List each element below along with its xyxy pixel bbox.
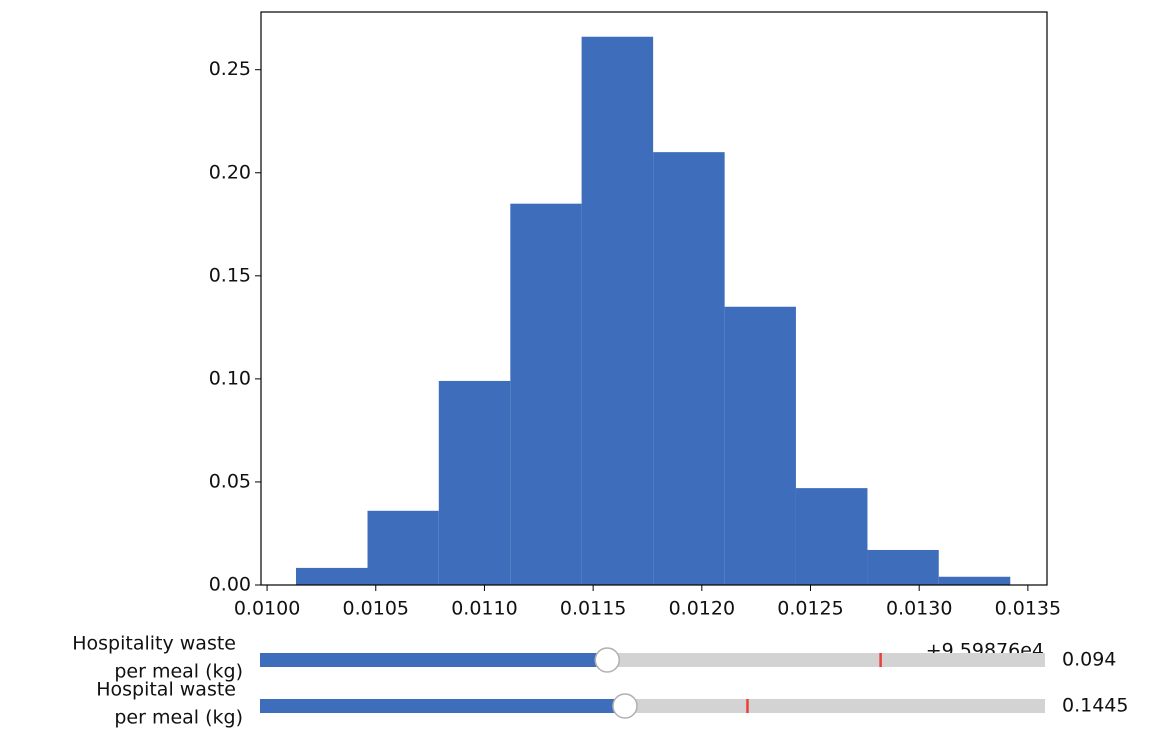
bar bbox=[510, 203, 582, 585]
bar bbox=[938, 576, 1011, 585]
y-tick-label: 0.15 bbox=[209, 264, 251, 286]
x-tick-label: 0.0130 bbox=[886, 598, 952, 620]
x-tick-label: 0.0115 bbox=[560, 598, 626, 620]
bar bbox=[724, 306, 796, 585]
bar bbox=[867, 549, 939, 585]
bar bbox=[581, 36, 654, 585]
y-tick-label: 0.20 bbox=[209, 161, 251, 183]
slider-fill bbox=[260, 653, 608, 667]
x-tick-label: 0.0110 bbox=[451, 598, 517, 620]
slider-handle[interactable] bbox=[594, 647, 620, 673]
y-tick-label: 0.10 bbox=[209, 367, 251, 389]
slider-label: per meal (kg) bbox=[114, 661, 243, 683]
bar bbox=[438, 380, 511, 585]
bar bbox=[795, 488, 868, 585]
slider-value: 0.094 bbox=[1062, 649, 1116, 671]
y-tick-label: 0.05 bbox=[209, 470, 251, 492]
bar bbox=[295, 567, 368, 585]
slider-label: per meal (kg) bbox=[114, 707, 243, 729]
slider-handle[interactable] bbox=[612, 693, 638, 719]
slider-fill bbox=[260, 699, 625, 713]
bar bbox=[367, 510, 439, 585]
slider-value: 0.1445 bbox=[1062, 695, 1128, 717]
y-tick-label: 0.00 bbox=[209, 574, 251, 596]
slider-label: Hospital waste bbox=[96, 679, 236, 701]
x-tick-label: 0.0120 bbox=[669, 598, 735, 620]
plot-frame bbox=[260, 11, 1048, 586]
bar bbox=[653, 152, 725, 586]
slider-label: Hospitality waste bbox=[72, 633, 236, 655]
x-tick-label: 0.0135 bbox=[995, 598, 1061, 620]
x-tick-label: 0.0105 bbox=[343, 598, 409, 620]
x-tick-label: 0.0100 bbox=[234, 598, 300, 620]
y-tick-label: 0.25 bbox=[209, 58, 251, 80]
x-tick-label: 0.0125 bbox=[777, 598, 843, 620]
